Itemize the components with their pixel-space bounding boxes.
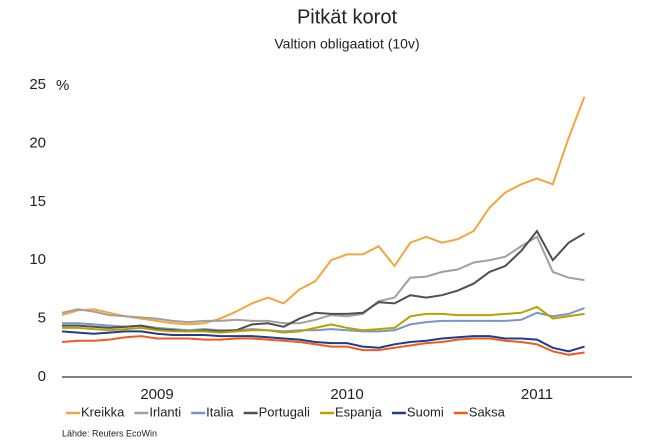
chart-title: Pitkät korot — [297, 6, 397, 28]
series-line — [61, 96, 586, 326]
y-tick-label: 5 — [38, 310, 46, 327]
chart-subtitle: Valtion obligaatiot (10v) — [274, 36, 419, 52]
x-tick-label: 2011 — [521, 386, 553, 403]
legend-label: Suomi — [407, 404, 444, 419]
legend-label: Italia — [206, 404, 234, 419]
y-tick-label: 20 — [29, 134, 46, 151]
y-unit: % — [56, 77, 69, 94]
legend-label: Portugali — [259, 404, 310, 419]
series-line — [61, 235, 585, 325]
series-line — [61, 330, 585, 353]
y-tick-label: 0 — [38, 368, 46, 385]
legend-label: Saksa — [469, 404, 506, 419]
source: Lähde: Reuters EcoWin — [62, 428, 157, 438]
legend-label: Irlanti — [149, 404, 181, 419]
y-tick-label: 10 — [29, 251, 46, 268]
legend-label: Espanja — [335, 404, 383, 419]
x-tick-label: 2010 — [330, 386, 363, 403]
legend-label: Kreikka — [81, 404, 125, 419]
series-line — [61, 335, 585, 356]
series-line — [62, 305, 585, 334]
series-line — [62, 229, 586, 333]
x-tick-label: 2009 — [140, 386, 173, 403]
y-tick-label: 25 — [29, 76, 46, 93]
y-tick-label: 15 — [29, 193, 46, 210]
